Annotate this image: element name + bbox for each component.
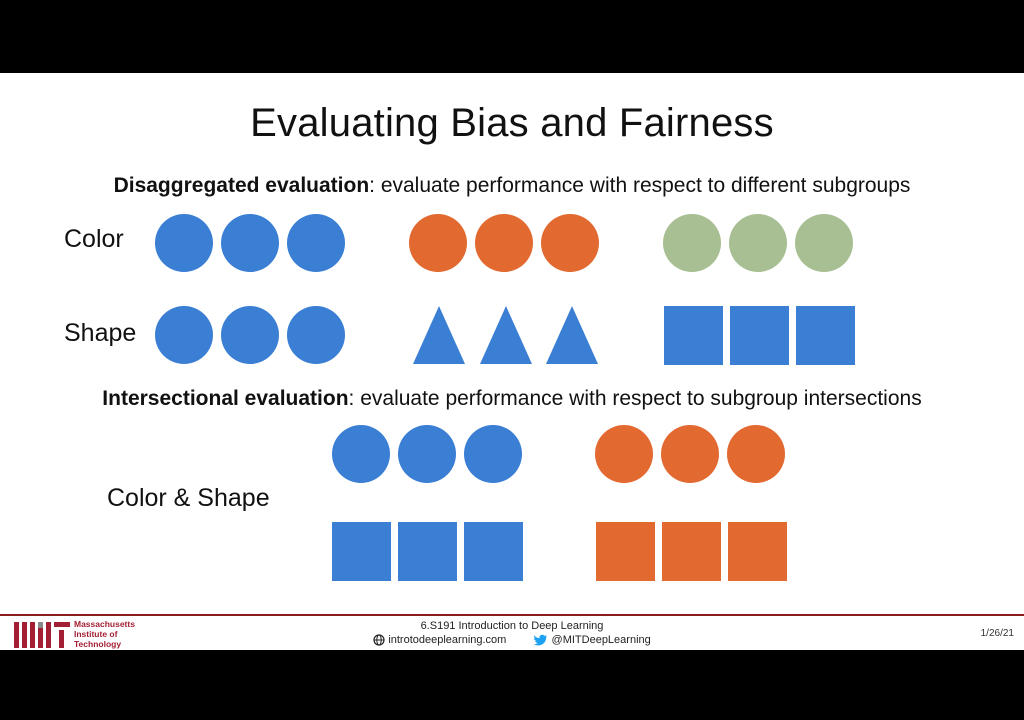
orange-square — [662, 522, 721, 581]
green-circle — [663, 214, 721, 272]
blue-square — [332, 522, 391, 581]
footer-links: introtodeeplearning.com @MITDeepLearning — [0, 634, 1024, 646]
blue-circle — [287, 214, 345, 272]
intersectional-term: Intersectional evaluation — [102, 387, 349, 410]
blue-square — [398, 522, 457, 581]
blue-circle — [332, 425, 390, 483]
blue-circle — [155, 306, 213, 364]
disaggregated-subtitle: Disaggregated evaluation: evaluate perfo… — [0, 174, 1024, 198]
blue-circle — [287, 306, 345, 364]
blue-circle — [221, 306, 279, 364]
slide-footer: Massachusetts Institute of Technology 6.… — [0, 614, 1024, 650]
blue-circle — [221, 214, 279, 272]
mit-wordmark: Massachusetts Institute of Technology — [74, 619, 135, 649]
twitter-bird-icon — [534, 634, 548, 646]
blue-square — [664, 306, 723, 365]
intersectional-description: : evaluate performance with respect to s… — [348, 387, 922, 410]
blue-square — [464, 522, 523, 581]
blue-circle — [155, 214, 213, 272]
website-link[interactable]: introtodeeplearning.com — [388, 634, 507, 647]
blue-triangle — [413, 306, 465, 364]
blue-square — [730, 306, 789, 365]
disaggregated-description: : evaluate performance with respect to d… — [369, 174, 911, 197]
orange-circle — [475, 214, 533, 272]
orange-circle — [541, 214, 599, 272]
green-circle — [729, 214, 787, 272]
blue-triangle — [546, 306, 598, 364]
orange-circle — [595, 425, 653, 483]
orange-circle — [661, 425, 719, 483]
slide-date: 1/26/21 — [980, 628, 1014, 639]
slide: Evaluating Bias and Fairness Disaggregat… — [0, 73, 1024, 650]
orange-circle — [409, 214, 467, 272]
orange-square — [728, 522, 787, 581]
green-circle — [795, 214, 853, 272]
slide-title: Evaluating Bias and Fairness — [250, 101, 774, 145]
intersectional-subtitle: Intersectional evaluation: evaluate perf… — [0, 387, 1024, 411]
shape-row-label: Shape — [64, 319, 137, 347]
globe-icon — [373, 634, 385, 646]
institution-line-2: Institute of — [74, 629, 118, 639]
orange-circle — [727, 425, 785, 483]
course-name: 6.S191 Introduction to Deep Learning — [420, 620, 604, 632]
orange-square — [596, 522, 655, 581]
color-shape-row-label: Color & Shape — [107, 484, 270, 512]
institution-line-3: Technology — [74, 639, 122, 649]
twitter-handle[interactable]: @MITDeepLearning — [551, 634, 651, 647]
disaggregated-term: Disaggregated evaluation — [113, 174, 370, 197]
blue-circle — [464, 425, 522, 483]
blue-triangle — [480, 306, 532, 364]
mit-logo — [14, 622, 70, 648]
color-row-label: Color — [64, 225, 124, 253]
blue-circle — [398, 425, 456, 483]
institution-line-1: Massachusetts — [74, 619, 135, 629]
blue-square — [796, 306, 855, 365]
